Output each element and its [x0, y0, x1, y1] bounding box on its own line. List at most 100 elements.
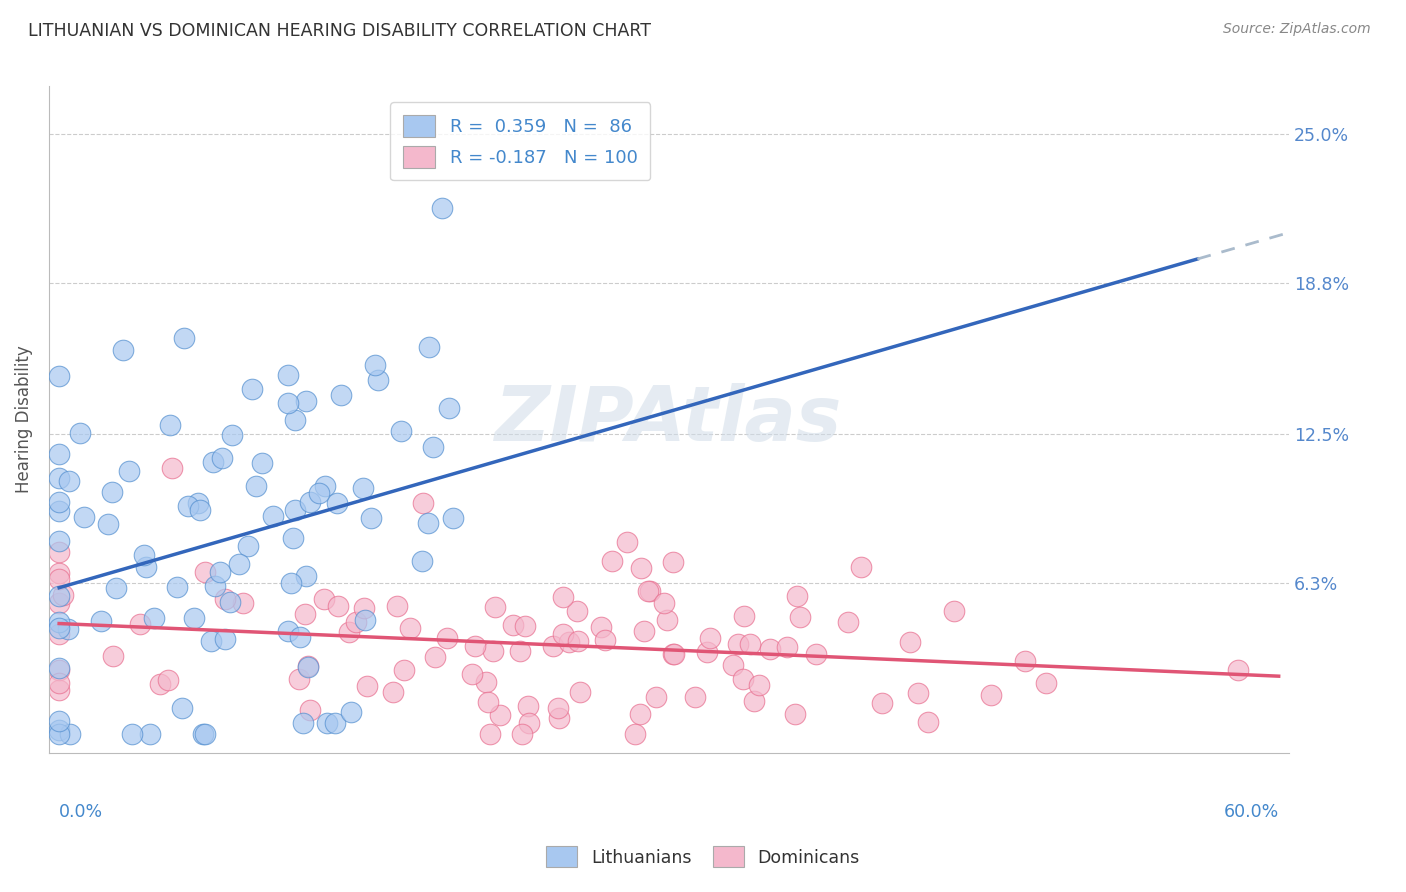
- Y-axis label: Hearing Disability: Hearing Disability: [15, 346, 32, 493]
- Point: [297, 660, 319, 674]
- Point: [295, 393, 318, 408]
- Point: [593, 633, 616, 648]
- Point: [436, 631, 458, 645]
- Point: [1035, 675, 1057, 690]
- Point: [193, 726, 215, 740]
- Point: [316, 715, 339, 730]
- Point: [553, 591, 575, 605]
- Point: [354, 614, 377, 628]
- Point: [52, 588, 75, 602]
- Point: [194, 565, 217, 579]
- Point: [548, 711, 571, 725]
- Point: [432, 201, 454, 215]
- Point: [696, 645, 718, 659]
- Point: [48, 726, 70, 740]
- Point: [200, 634, 222, 648]
- Point: [344, 615, 367, 629]
- Point: [1227, 663, 1250, 677]
- Point: [208, 565, 231, 579]
- Point: [640, 583, 662, 598]
- Point: [232, 596, 254, 610]
- Point: [699, 632, 721, 646]
- Point: [789, 609, 811, 624]
- Point: [187, 496, 209, 510]
- Point: [59, 726, 82, 740]
- Point: [541, 640, 564, 654]
- Point: [655, 613, 678, 627]
- Point: [630, 706, 652, 721]
- Point: [422, 440, 444, 454]
- Point: [356, 679, 378, 693]
- Point: [399, 621, 422, 635]
- Point: [48, 566, 70, 580]
- Point: [159, 417, 181, 432]
- Point: [516, 698, 538, 713]
- Point: [423, 649, 446, 664]
- Point: [360, 511, 382, 525]
- Point: [352, 482, 374, 496]
- Point: [173, 331, 195, 345]
- Point: [143, 611, 166, 625]
- Legend: R =  0.359   N =  86, R = -0.187   N = 100: R = 0.359 N = 86, R = -0.187 N = 100: [389, 102, 650, 180]
- Point: [758, 641, 780, 656]
- Point: [295, 569, 318, 583]
- Point: [157, 673, 180, 688]
- Point: [262, 508, 284, 523]
- Point: [48, 626, 70, 640]
- Point: [488, 708, 510, 723]
- Point: [48, 447, 70, 461]
- Point: [783, 706, 806, 721]
- Point: [201, 455, 224, 469]
- Point: [48, 369, 70, 384]
- Point: [326, 599, 349, 614]
- Point: [48, 615, 70, 629]
- Point: [437, 401, 460, 416]
- Point: [183, 611, 205, 625]
- Point: [851, 560, 873, 574]
- Point: [907, 686, 929, 700]
- Point: [616, 535, 638, 549]
- Point: [221, 427, 243, 442]
- Point: [284, 413, 307, 427]
- Point: [101, 485, 124, 500]
- Point: [48, 471, 70, 485]
- Point: [58, 474, 80, 488]
- Point: [943, 604, 966, 618]
- Point: [484, 599, 506, 614]
- Point: [299, 703, 322, 717]
- Point: [105, 582, 128, 596]
- Point: [748, 678, 770, 692]
- Point: [392, 664, 415, 678]
- Text: LITHUANIAN VS DOMINICAN HEARING DISABILITY CORRELATION CHART: LITHUANIAN VS DOMINICAN HEARING DISABILI…: [28, 22, 651, 40]
- Point: [513, 619, 536, 633]
- Point: [502, 618, 524, 632]
- Point: [624, 726, 647, 740]
- Point: [48, 676, 70, 690]
- Text: 0.0%: 0.0%: [59, 804, 103, 822]
- Point: [389, 425, 412, 439]
- Point: [56, 622, 79, 636]
- Point: [411, 553, 433, 567]
- Point: [870, 696, 893, 710]
- Point: [630, 561, 652, 575]
- Point: [416, 516, 439, 530]
- Point: [568, 685, 591, 699]
- Point: [139, 726, 162, 740]
- Point: [637, 584, 659, 599]
- Point: [299, 495, 322, 509]
- Point: [283, 531, 305, 545]
- Text: 60.0%: 60.0%: [1223, 804, 1278, 822]
- Point: [194, 726, 217, 740]
- Point: [1014, 654, 1036, 668]
- Point: [652, 595, 675, 609]
- Point: [551, 627, 574, 641]
- Point: [917, 714, 939, 729]
- Point: [312, 591, 335, 606]
- Point: [214, 632, 236, 646]
- Point: [48, 545, 70, 559]
- Point: [547, 701, 569, 715]
- Point: [69, 426, 91, 441]
- Point: [219, 595, 242, 609]
- Point: [364, 359, 387, 373]
- Point: [288, 630, 311, 644]
